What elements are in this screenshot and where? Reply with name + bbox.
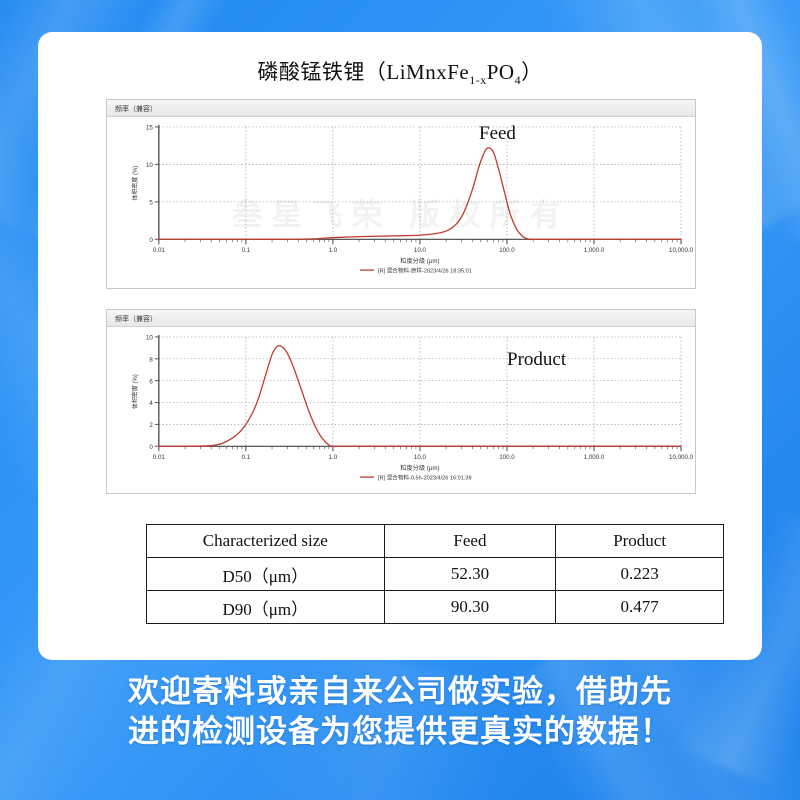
svg-text:1,000.0: 1,000.0 <box>584 454 605 461</box>
chart-panel-feed: 频率（兼容） 叁星飞荣 版权所有 Feed 0 5 10 15 0.01 0.1 1.0 10… <box>106 99 696 289</box>
svg-text:8: 8 <box>149 356 153 363</box>
svg-text:0: 0 <box>149 237 153 244</box>
promo-banner-line-1: 欢迎寄料或亲自来公司做实验，借助先 <box>128 674 672 709</box>
table-header-feed: Feed <box>383 524 557 558</box>
table-cell-feed-d90: 90.30 <box>383 590 557 624</box>
svg-text:10,000.0: 10,000.0 <box>669 454 694 461</box>
series-label-product: Product <box>507 349 567 370</box>
svg-text:10.0: 10.0 <box>414 454 427 461</box>
table-row: D90（μm） 90.30 0.477 <box>146 590 724 624</box>
page-title-sub-4: 4 <box>514 73 522 88</box>
svg-text:10: 10 <box>146 162 153 169</box>
characterized-size-table: Characterized size Feed Product D50（μm） … <box>146 524 724 624</box>
table-cell-metric-d50: D50（μm） <box>146 557 385 591</box>
svg-text:0: 0 <box>149 444 153 451</box>
table-cell-product-d90: 0.477 <box>555 590 724 624</box>
chart-panel-header-product: 频率（兼容） <box>107 310 695 327</box>
svg-text:粒度分级 (μm): 粒度分级 (μm) <box>400 257 439 265</box>
plot-area-product: Product 0 2 4 6 8 10 0.01 0.1 1.0 10.0 100.0 1,000.… <box>107 327 695 492</box>
table-cell-metric-d90: D90（μm） <box>146 590 385 624</box>
table-cell-product-d50: 0.223 <box>555 557 724 591</box>
svg-text:2: 2 <box>149 422 153 429</box>
svg-text:0.1: 0.1 <box>242 454 251 461</box>
svg-text:1.0: 1.0 <box>329 247 338 254</box>
svg-text:[R] 混合物料-0.5h-2023/4/26 16:01:: [R] 混合物料-0.5h-2023/4/26 16:01:39 <box>378 474 472 482</box>
chart-svg-feed: 0 5 10 15 0.01 0.1 1.0 10.0 100.0 1,000.0 10,000.0… <box>131 125 694 275</box>
svg-text:100.0: 100.0 <box>499 454 515 461</box>
promo-banner: 欢迎寄料或亲自来公司做实验，借助先 进的检测设备为您提供更真实的数据！ <box>0 672 800 753</box>
svg-text:[R] 混合物料-原样-2023/4/26 18:35:01: [R] 混合物料-原样-2023/4/26 18:35:01 <box>378 267 472 275</box>
svg-text:1.0: 1.0 <box>329 454 338 461</box>
table-header-characterized-size: Characterized size <box>146 524 385 558</box>
chart-panel-header-feed: 频率（兼容） <box>107 100 695 117</box>
svg-text:0.01: 0.01 <box>153 454 166 461</box>
table-header-row: Characterized size Feed Product <box>146 524 724 558</box>
svg-text:100.0: 100.0 <box>499 247 515 254</box>
svg-text:粒度分级 (μm): 粒度分级 (μm) <box>400 464 439 472</box>
svg-text:体积密度 (%): 体积密度 (%) <box>131 166 139 201</box>
chart-panel-product: 频率（兼容） Product 0 2 4 6 8 10 0.01 0.1 1.0 10.0 100.… <box>106 309 696 494</box>
table-cell-feed-d50: 52.30 <box>383 557 557 591</box>
page-title-cn: 磷酸锰铁锂 <box>257 60 365 84</box>
page-title-sub-1x: 1-x <box>469 73 487 88</box>
chart-svg-product: 0 2 4 6 8 10 0.01 0.1 1.0 10.0 100.0 1,000.0 10,000.… <box>131 335 694 482</box>
svg-text:体积密度 (%): 体积密度 (%) <box>131 374 139 409</box>
svg-text:5: 5 <box>149 199 153 206</box>
table-row: D50（μm） 52.30 0.223 <box>146 557 724 591</box>
svg-text:15: 15 <box>146 125 153 132</box>
svg-text:0.01: 0.01 <box>153 247 166 254</box>
svg-text:0.1: 0.1 <box>242 247 251 254</box>
table-header-product: Product <box>555 524 724 558</box>
content-card: 磷酸锰铁锂（LiMnxFe1-xPO4） 频率（兼容） 叁星飞荣 版权所有 Fe… <box>38 32 762 660</box>
page-title: 磷酸锰铁锂（LiMnxFe1-xPO4） <box>38 32 762 88</box>
page-title-formula-close: ） <box>521 60 543 84</box>
page-title-formula-open: （LiMnxFe <box>364 60 470 84</box>
svg-text:1,000.0: 1,000.0 <box>584 247 605 254</box>
svg-text:10,000.0: 10,000.0 <box>669 247 694 254</box>
promo-banner-line-2: 进的检测设备为您提供更真实的数据！ <box>128 714 672 750</box>
svg-text:4: 4 <box>149 400 153 407</box>
page-title-formula-mid: PO <box>486 60 515 84</box>
svg-text:10.0: 10.0 <box>414 247 427 254</box>
svg-text:6: 6 <box>149 378 153 385</box>
svg-text:10: 10 <box>146 335 153 342</box>
plot-area-feed: 叁星飞荣 版权所有 Feed 0 5 10 15 0.01 0.1 1.0 10.0 100.0… <box>107 117 695 287</box>
series-label-feed: Feed <box>479 123 516 144</box>
